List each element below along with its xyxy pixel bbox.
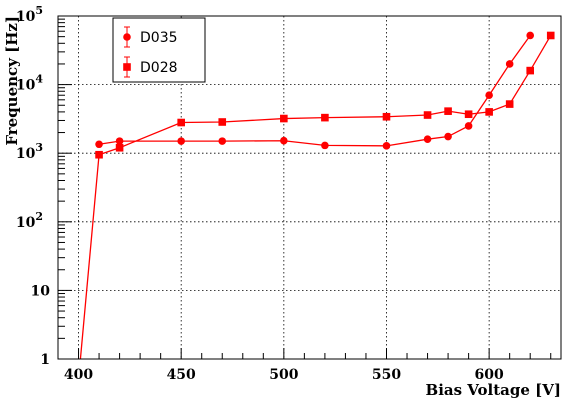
data-point xyxy=(321,113,329,122)
series-layer xyxy=(79,31,555,359)
x-tick-label: 400 xyxy=(64,367,93,383)
plot-frame xyxy=(57,15,562,360)
data-point xyxy=(280,136,288,145)
series-d028 xyxy=(79,31,555,359)
data-point xyxy=(218,137,227,145)
data-point xyxy=(505,100,514,108)
legend-label: D035 xyxy=(140,30,178,46)
legend-marker xyxy=(123,33,131,41)
data-point xyxy=(382,142,391,150)
x-tick-label: 450 xyxy=(167,367,196,383)
data-point xyxy=(505,60,514,68)
data-point xyxy=(115,143,124,152)
data-point xyxy=(218,118,227,126)
data-point xyxy=(464,122,473,130)
data-point xyxy=(95,140,103,149)
legend-marker xyxy=(123,63,131,71)
legend-label: D028 xyxy=(140,60,178,76)
x-tick-label: 500 xyxy=(269,367,298,383)
legend-entry-d035: D035 xyxy=(123,26,178,48)
data-point xyxy=(95,150,103,159)
y-tick-label: 102 xyxy=(16,210,43,231)
y-tick-label: 1 xyxy=(40,352,50,368)
series-d035 xyxy=(95,31,535,150)
y-tick-label: 10 xyxy=(31,283,51,299)
data-point xyxy=(444,132,452,141)
data-point xyxy=(464,110,473,119)
legend-box xyxy=(112,17,206,83)
data-point xyxy=(280,114,288,123)
data-point xyxy=(177,137,185,145)
legend: D035 D028 xyxy=(112,17,206,83)
x-axis-title: Bias Voltage [V] xyxy=(426,381,561,399)
y-axis-title: Frequency [Hz] xyxy=(3,16,21,146)
series-line xyxy=(79,35,552,359)
data-point xyxy=(382,112,391,121)
x-tick-label: 550 xyxy=(372,367,401,383)
data-point xyxy=(485,108,493,116)
data-point xyxy=(423,135,432,143)
data-point xyxy=(526,31,535,40)
data-point xyxy=(115,137,124,145)
data-point xyxy=(546,31,555,40)
data-point xyxy=(485,91,493,100)
data-point xyxy=(177,118,185,127)
data-point xyxy=(444,107,452,115)
legend-entry-d028: D028 xyxy=(123,56,178,78)
axis-ticks xyxy=(57,15,552,360)
data-point xyxy=(423,111,432,119)
data-point xyxy=(321,141,329,150)
x-tick-label: 600 xyxy=(475,367,504,383)
data-point xyxy=(526,66,535,75)
